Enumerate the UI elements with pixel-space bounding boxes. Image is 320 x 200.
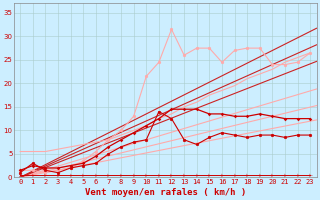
X-axis label: Vent moyen/en rafales ( km/h ): Vent moyen/en rafales ( km/h ) bbox=[84, 188, 246, 197]
